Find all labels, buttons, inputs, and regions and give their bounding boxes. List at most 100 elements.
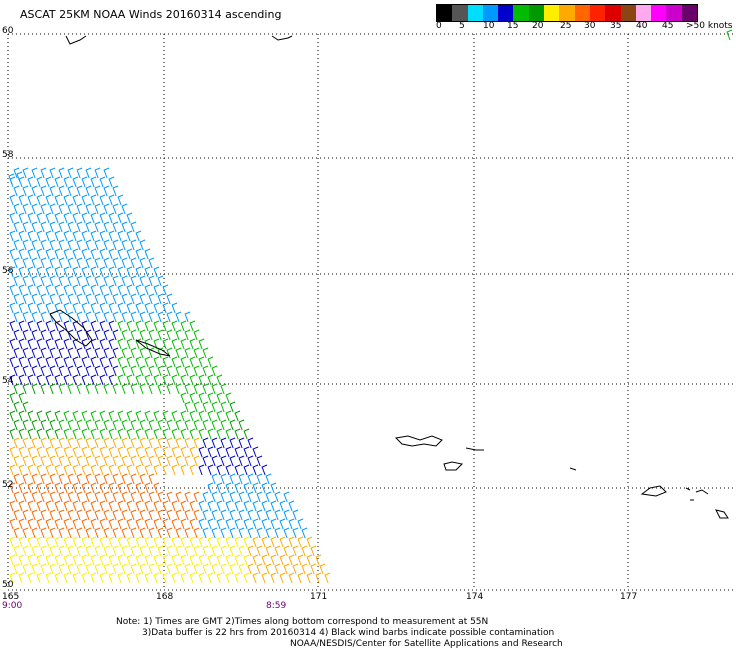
wind-barb [63,320,70,332]
wind-barb [54,284,61,296]
wind-barb [144,302,151,314]
wind-barb [58,311,65,323]
wind-barb [211,365,218,377]
wind-barb [9,320,16,332]
wind-barb [18,284,25,296]
wind-barb [31,347,38,359]
longitude-label: 168 [156,592,174,602]
wind-barb [112,473,119,485]
wind-barb [184,311,191,323]
wind-barb [189,572,196,584]
wind-barb [49,509,56,521]
wind-barb [261,500,268,512]
wind-barb [148,365,155,377]
wind-barb [117,356,124,368]
wind-barb [36,572,43,584]
wind-barb [144,248,151,260]
wind-barb [18,572,25,584]
wind-barb [135,554,142,566]
wind-barb [108,536,115,548]
wind-barb [90,176,97,188]
wind-barb [189,500,196,512]
wind-barb [58,185,65,197]
wind-barb [63,428,70,440]
wind-barb [216,446,223,458]
wind-barb [9,482,16,494]
wind-barb [18,500,25,512]
wind-barb [256,563,263,575]
wind-barb [117,500,124,512]
wind-barb [18,428,25,440]
wind-barb [27,266,34,278]
coastline [49,35,729,519]
wind-barb [90,266,97,278]
wind-barb [207,446,214,458]
latitude-label: 60 [2,26,14,36]
wind-barb [94,365,101,377]
wind-barb [139,455,146,467]
wind-barb [180,446,187,458]
wind-barb [189,410,196,422]
wind-barb [207,500,214,512]
wind-barb [72,230,79,242]
longitude-label: 177 [620,592,638,602]
wind-barb [76,347,83,359]
wind-barb [144,572,151,584]
wind-barb [207,482,214,494]
wind-barb [54,446,61,458]
wind-barb [256,545,263,557]
wind-barb [99,410,106,422]
wind-barb [130,329,137,341]
wind-barb [63,518,70,530]
colorbar-swatch [574,5,590,21]
wind-barb [130,563,137,575]
wind-barb [90,284,97,296]
wind-barb [189,554,196,566]
wind-barb [13,473,20,485]
wind-barb [117,194,124,206]
wind-barb [130,491,137,503]
wind-barb [162,302,169,314]
longitude-label: 174 [466,592,484,602]
wind-barb [67,563,74,575]
wind-barb [54,320,61,332]
wind-barb [130,257,137,269]
wind-barb [85,293,92,305]
wind-barb [63,284,70,296]
wind-barb [112,365,119,377]
wind-barb [144,482,151,494]
wind-barb [22,365,29,377]
wind-barb [157,275,164,287]
wind-barb [135,302,142,314]
wind-barb [94,527,101,539]
wind-barb [67,419,74,431]
wind-barb [229,419,236,431]
wind-barb [157,545,164,557]
wind-barb [45,374,52,386]
wind-barb [148,257,155,269]
wind-barb [63,536,70,548]
wind-barb [144,320,151,332]
wind-barb [40,473,47,485]
wind-barb [297,554,304,566]
wind-barb [63,572,70,584]
colorbar-swatch [513,5,529,21]
wind-barb [90,500,97,512]
wind-barb [117,248,124,260]
island-outline [569,467,577,471]
colorbar-swatch [605,5,621,21]
wind-barb [36,428,43,440]
wind-barb [54,572,61,584]
wind-barb [27,248,34,260]
wind-barb [247,437,254,449]
wind-barb [49,275,56,287]
wind-barb [202,437,209,449]
wind-barb [108,284,115,296]
wind-barb [265,527,272,539]
wind-barb [153,320,160,332]
wind-barb [54,410,61,422]
wind-barb [202,383,209,395]
colorbar-swatch [498,5,514,21]
wind-barb [99,500,106,512]
wind-barb [27,320,34,332]
